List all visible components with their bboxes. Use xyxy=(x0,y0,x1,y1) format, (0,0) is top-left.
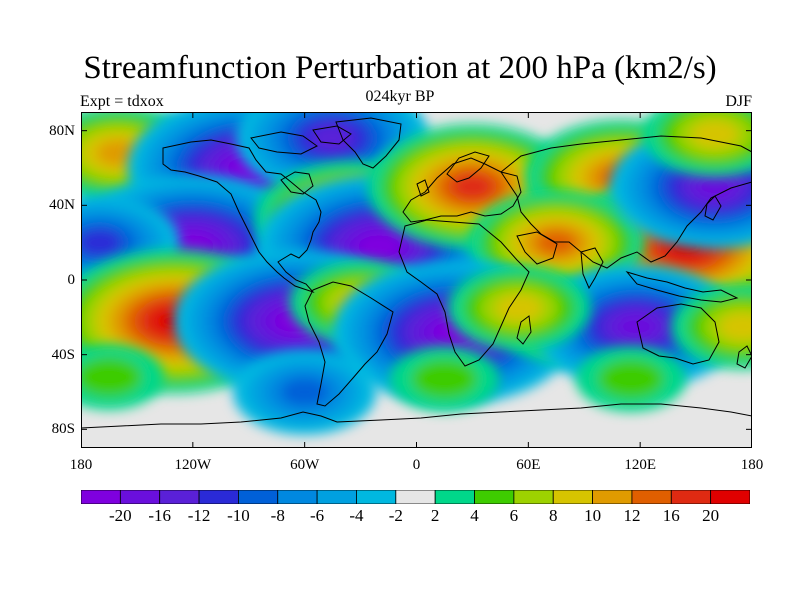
coastline-new-zealand xyxy=(736,345,752,369)
map-title: Streamfunction Perturbation at 200 hPa (… xyxy=(83,50,717,86)
field-contour xyxy=(693,174,736,200)
coastline-hudson-bay xyxy=(280,171,314,195)
field-contour xyxy=(718,312,752,341)
colorbar-swatch xyxy=(356,490,397,504)
lat-tick-label: 40S xyxy=(51,346,75,363)
colorbar-label: -4 xyxy=(349,506,364,525)
colorbar-swatch xyxy=(631,490,672,504)
lat-tick-label: 0 xyxy=(67,272,76,288)
field-anomaly-25 xyxy=(81,344,164,410)
lat-tick-label: 40N xyxy=(49,197,75,214)
axis-ticks xyxy=(81,112,752,448)
colorbar-swatch xyxy=(198,490,239,504)
coastline-scandinavia xyxy=(446,151,490,183)
field-anomaly-21 xyxy=(447,265,591,351)
field-anomaly-13 xyxy=(643,112,752,177)
colorbar-swatch xyxy=(513,490,554,504)
colorbar-swatch xyxy=(552,490,593,504)
colorbar-label: -2 xyxy=(388,506,403,525)
coastline-arabia xyxy=(516,231,558,265)
field-contour xyxy=(81,357,142,397)
colorbar-label: 20 xyxy=(702,506,720,525)
map-subtitle: 024kyr BP xyxy=(365,88,435,105)
colorbar-label: 4 xyxy=(470,506,479,525)
colorbar-label: -16 xyxy=(148,506,172,525)
lat-tick-label: 80S xyxy=(51,421,75,438)
coastline-asia xyxy=(500,135,752,269)
colorbar-label: -8 xyxy=(270,506,285,525)
field-contour xyxy=(597,359,664,399)
field-contour xyxy=(690,120,739,149)
lon-tick-label: 60E xyxy=(516,457,541,473)
colorbar-label: 16 xyxy=(662,506,680,525)
streamfunction-field xyxy=(81,112,752,435)
coastline-india xyxy=(580,247,604,290)
colorbar-swatch xyxy=(316,490,357,504)
colorbar-swatch xyxy=(81,490,121,504)
colorbar-swatch xyxy=(395,490,436,504)
coastline-japan xyxy=(704,195,722,221)
field-anomaly-19 xyxy=(531,264,742,389)
colorbar xyxy=(81,490,750,504)
colorbar-label: -20 xyxy=(109,506,132,525)
colorbar-swatch xyxy=(277,490,318,504)
lon-tick-label: 120E xyxy=(624,457,656,473)
coastline-south-america xyxy=(304,281,394,407)
colorbar-label: -10 xyxy=(227,506,250,525)
lon-tick-label: 180 xyxy=(740,457,764,473)
lat-tick-label: 80N xyxy=(49,122,75,139)
field-anomaly-22 xyxy=(232,349,377,435)
coastline-indonesia xyxy=(625,271,739,303)
lon-tick-label: 60W xyxy=(290,457,320,473)
coastline-europe xyxy=(402,157,522,223)
colorbar-label: 6 xyxy=(509,506,519,525)
lon-tick-label: 180 xyxy=(69,457,93,473)
coastline-madagascar xyxy=(516,315,532,345)
lon-tick-label: 0 xyxy=(412,457,421,473)
colorbar-label: 12 xyxy=(623,506,641,525)
colorbar-swatch xyxy=(592,490,633,504)
colorbar-label: 10 xyxy=(584,506,602,525)
colorbar-label: 8 xyxy=(548,506,558,525)
field-contour xyxy=(357,233,401,260)
field-contour xyxy=(451,174,494,200)
coastline-greenland xyxy=(335,117,402,169)
colorbar-swatch xyxy=(670,490,712,504)
colorbar-label: -12 xyxy=(187,506,211,525)
field-contour xyxy=(411,359,478,399)
field-contour xyxy=(615,314,658,340)
coastline-north-america xyxy=(162,139,322,294)
coastline-africa xyxy=(398,219,530,367)
experiment-label: Expt = tdxox xyxy=(80,93,164,110)
colorbar-swatch xyxy=(159,490,200,504)
coastline-arctic-islands xyxy=(250,125,352,155)
colorbar-label: 2 xyxy=(430,506,440,525)
season-label: DJF xyxy=(725,93,752,110)
colorbar-swatch xyxy=(119,490,161,504)
colorbar-swatch xyxy=(434,490,475,504)
coastline-uk xyxy=(416,179,430,197)
lon-tick-label: 120W xyxy=(174,457,212,473)
colorbar-swatch xyxy=(474,490,515,504)
colorbar-label: -6 xyxy=(310,506,325,525)
field-contour xyxy=(310,124,355,152)
field-contour xyxy=(495,293,543,323)
field-contour xyxy=(280,377,329,407)
field-contour xyxy=(81,229,122,256)
coastline-australia xyxy=(636,303,720,365)
coastlines xyxy=(81,117,752,429)
field-anomaly-20 xyxy=(671,284,752,370)
colorbar-swatch xyxy=(710,490,750,504)
coastline-antarctica xyxy=(81,403,752,429)
map-plot xyxy=(81,112,752,448)
colorbar-swatch xyxy=(238,490,279,504)
map-panel xyxy=(81,112,752,448)
field-anomaly-24 xyxy=(575,346,686,412)
